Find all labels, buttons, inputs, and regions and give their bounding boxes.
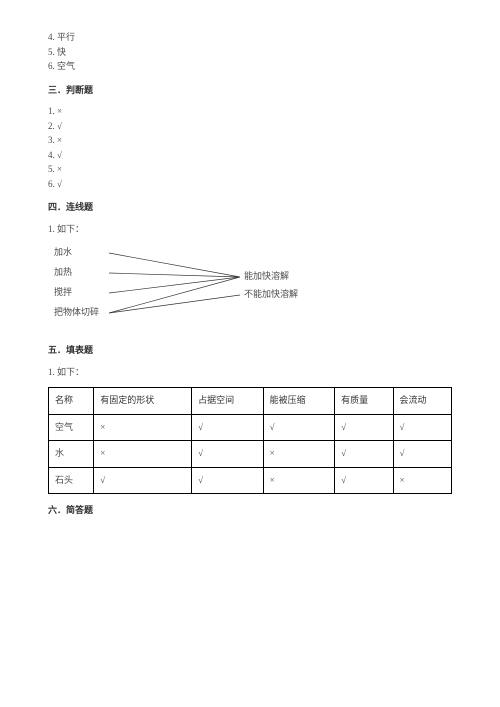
item-text: 空气 [57, 61, 75, 71]
judgment-mark: √ [57, 150, 62, 160]
cell: √ [335, 414, 393, 441]
judgment-item: 4. √ [48, 149, 452, 163]
top-answer-list: 4. 平行 5. 快 6. 空气 [48, 31, 452, 74]
cell: √ [192, 441, 264, 468]
item-number: 1. [48, 106, 55, 116]
table-row: 水 × √ × √ √ [49, 441, 452, 468]
cell: 水 [49, 441, 94, 468]
item-number: 6. [48, 61, 55, 71]
answer-item: 6. 空气 [48, 60, 452, 74]
item-text: 平行 [57, 32, 75, 42]
col-flow: 会流动 [393, 388, 451, 415]
table-header-row: 名称 有固定的形状 占据空间 能被压缩 有质量 会流动 [49, 388, 452, 415]
col-space: 占据空间 [192, 388, 264, 415]
match-line [109, 277, 240, 313]
cell: √ [192, 414, 264, 441]
cell: √ [94, 467, 192, 494]
judgment-mark: × [57, 164, 62, 174]
judgment-mark: × [57, 135, 62, 145]
match-line [109, 295, 240, 313]
answer-item: 4. 平行 [48, 31, 452, 45]
col-name: 名称 [49, 388, 94, 415]
cell: √ [393, 414, 451, 441]
item-number: 3. [48, 135, 55, 145]
section-5-prompt: 1. 如下： [48, 366, 452, 380]
cell: 空气 [49, 414, 94, 441]
table-row: 石头 √ √ × √ × [49, 467, 452, 494]
matching-diagram: 加水 加热 搅拌 把物体切碎 能加快溶解 不能加快溶解 [54, 244, 374, 334]
item-number: 4. [48, 32, 55, 42]
section-5-heading: 五．填表题 [48, 344, 452, 358]
judgment-mark: √ [57, 179, 62, 189]
section-4-heading: 四．连线题 [48, 201, 452, 215]
judgment-list: 1. × 2. √ 3. × 4. √ 5. × 6. √ [48, 105, 452, 191]
page: 4. 平行 5. 快 6. 空气 三．判断题 1. × 2. √ 3. × 4.… [0, 0, 500, 556]
item-number: 4. [48, 150, 55, 160]
cell: × [94, 414, 192, 441]
cell: × [263, 441, 335, 468]
section-4-prompt: 1. 如下： [48, 223, 452, 237]
item-number: 5. [48, 164, 55, 174]
match-line [109, 277, 240, 293]
fill-table: 名称 有固定的形状 占据空间 能被压缩 有质量 会流动 空气 × √ √ √ √… [48, 387, 452, 494]
judgment-item: 6. √ [48, 178, 452, 192]
judgment-item: 5. × [48, 163, 452, 177]
judgment-item: 3. × [48, 134, 452, 148]
item-number: 2. [48, 121, 55, 131]
item-number: 6. [48, 179, 55, 189]
col-mass: 有质量 [335, 388, 393, 415]
judgment-mark: × [57, 106, 62, 116]
judgment-item: 1. × [48, 105, 452, 119]
matching-lines [54, 244, 374, 334]
item-number: 5. [48, 47, 55, 57]
answer-item: 5. 快 [48, 46, 452, 60]
col-compress: 能被压缩 [263, 388, 335, 415]
cell: × [263, 467, 335, 494]
col-shape: 有固定的形状 [94, 388, 192, 415]
cell: √ [393, 441, 451, 468]
cell: √ [263, 414, 335, 441]
cell: × [94, 441, 192, 468]
cell: √ [192, 467, 264, 494]
cell: × [393, 467, 451, 494]
section-3-heading: 三．判断题 [48, 84, 452, 98]
cell: 石头 [49, 467, 94, 494]
cell: √ [335, 467, 393, 494]
cell: √ [335, 441, 393, 468]
table-row: 空气 × √ √ √ √ [49, 414, 452, 441]
judgment-item: 2. √ [48, 120, 452, 134]
judgment-mark: √ [57, 121, 62, 131]
section-6-heading: 六．简答题 [48, 504, 452, 518]
item-text: 快 [57, 47, 66, 57]
